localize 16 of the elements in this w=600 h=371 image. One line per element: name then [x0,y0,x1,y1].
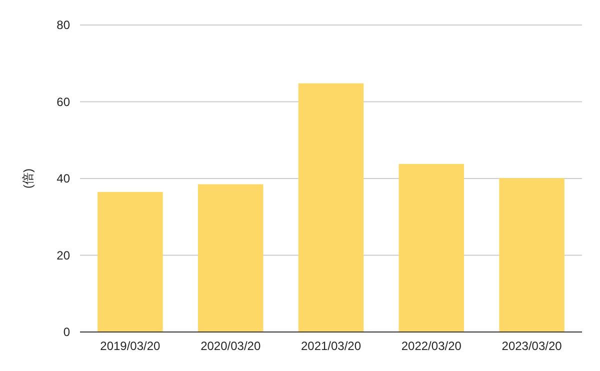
x-tick-label: 2019/03/20 [100,339,161,353]
x-tick-label: 2023/03/20 [502,339,562,353]
y-tick-label: 60 [56,94,70,109]
y-tick-label: 80 [56,18,70,32]
y-tick-label: 20 [56,248,70,262]
y-axis-title: (倍) [21,168,35,188]
bar [198,184,264,332]
x-tick-label: 2020/03/20 [200,339,261,353]
bar [98,192,163,332]
bar [298,83,364,332]
bar [398,164,464,332]
y-tick-label: 40 [56,172,70,186]
bar [499,178,564,332]
y-tick-label: 0 [63,325,70,339]
x-tick-label: 2022/03/20 [401,339,462,353]
x-tick-label: 2021/03/20 [300,339,362,353]
